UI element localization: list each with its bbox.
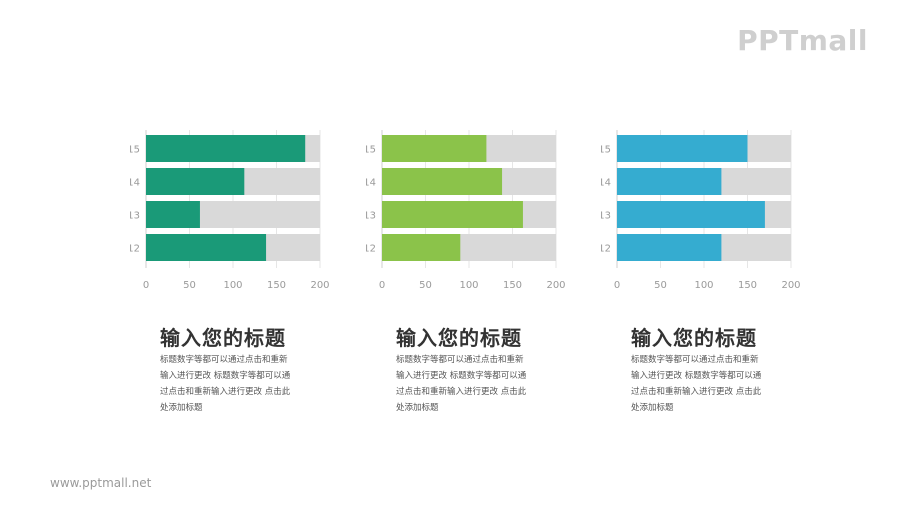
x-tick-label: 150 <box>267 280 286 291</box>
bar-2014 <box>382 168 503 195</box>
caption-line: 过点击和重新输入进行更改 点击此 <box>396 387 527 397</box>
caption-title: 输入您的标题 <box>631 326 757 350</box>
y-tick-label: 2013 <box>601 211 611 222</box>
y-tick-label: 2014 <box>601 178 611 189</box>
caption-body: 标题数字等都可以通过点击和重新 输入进行更改 标题数字等都可以通 过点击和重新输… <box>160 352 330 416</box>
bar-chart-lime: 2015 2014 2013 2012 0 50 100 150 200 <box>366 130 566 291</box>
bar-2015 <box>382 135 487 162</box>
bar-2015 <box>146 135 306 162</box>
caption-title: 输入您的标题 <box>160 326 286 350</box>
x-tick-label: 150 <box>738 280 757 291</box>
bar-2015 <box>617 135 748 162</box>
x-tick-label: 200 <box>781 280 800 291</box>
pptmall-logo: PPTmall <box>737 24 868 57</box>
chart-panel-blue: 2015 2014 2013 2012 0 50 100 150 200 输入您的标题 标题数字… <box>601 118 861 418</box>
caption-line: 标题数字等都可以通过点击和重新 <box>160 355 288 365</box>
bar-2013 <box>617 201 765 228</box>
y-tick-label: 2015 <box>601 145 611 156</box>
y-tick-label: 2014 <box>366 178 376 189</box>
y-tick-label: 2012 <box>366 244 376 255</box>
x-tick-label: 0 <box>614 280 620 291</box>
x-tick-label: 100 <box>694 280 713 291</box>
bar-2012 <box>382 234 461 261</box>
x-tick-label: 50 <box>419 280 432 291</box>
caption-line: 输入进行更改 标题数字等都可以通 <box>160 371 291 381</box>
bar-2012 <box>146 234 267 261</box>
bar-2013 <box>382 201 523 228</box>
bar-2014 <box>146 168 245 195</box>
caption-line: 处添加标题 <box>631 403 674 413</box>
y-tick-label: 2015 <box>366 145 376 156</box>
caption-title: 输入您的标题 <box>396 326 522 350</box>
footer-url: www.pptmall.net <box>50 476 152 490</box>
bar-2012 <box>617 234 722 261</box>
bar-chart-green: 2015 2014 2013 2012 0 50 100 150 200 <box>130 130 330 291</box>
caption-line: 过点击和重新输入进行更改 点击此 <box>631 387 762 397</box>
x-tick-label: 0 <box>379 280 385 291</box>
x-tick-label: 50 <box>183 280 196 291</box>
y-tick-label: 2014 <box>130 178 140 189</box>
bar-chart-blue: 2015 2014 2013 2012 0 50 100 150 200 <box>601 130 801 291</box>
chart-panel-green: 2015 2014 2013 2012 0 50 100 150 200 输入您的标题 标题数字… <box>130 118 390 418</box>
caption-body: 标题数字等都可以通过点击和重新 输入进行更改 标题数字等都可以通 过点击和重新输… <box>631 352 801 416</box>
caption-body: 标题数字等都可以通过点击和重新 输入进行更改 标题数字等都可以通 过点击和重新输… <box>396 352 566 416</box>
bar-2014 <box>617 168 722 195</box>
x-tick-label: 0 <box>143 280 149 291</box>
caption-line: 输入进行更改 标题数字等都可以通 <box>396 371 527 381</box>
x-tick-label: 100 <box>459 280 478 291</box>
caption-line: 处添加标题 <box>160 403 203 413</box>
caption-line: 输入进行更改 标题数字等都可以通 <box>631 371 762 381</box>
bar-2013 <box>146 201 200 228</box>
x-tick-label: 50 <box>654 280 667 291</box>
y-tick-label: 2015 <box>130 145 140 156</box>
y-tick-label: 2013 <box>130 211 140 222</box>
caption-line: 过点击和重新输入进行更改 点击此 <box>160 387 291 397</box>
chart-panel-lime: 2015 2014 2013 2012 0 50 100 150 200 输入您的标题 标题数字… <box>366 118 626 418</box>
caption-line: 标题数字等都可以通过点击和重新 <box>396 355 524 365</box>
y-tick-label: 2012 <box>130 244 140 255</box>
x-tick-label: 200 <box>310 280 329 291</box>
x-tick-label: 150 <box>503 280 522 291</box>
y-tick-label: 2013 <box>366 211 376 222</box>
caption-line: 处添加标题 <box>396 403 439 413</box>
y-tick-label: 2012 <box>601 244 611 255</box>
x-tick-label: 100 <box>223 280 242 291</box>
caption-line: 标题数字等都可以通过点击和重新 <box>631 355 759 365</box>
x-tick-label: 200 <box>546 280 565 291</box>
